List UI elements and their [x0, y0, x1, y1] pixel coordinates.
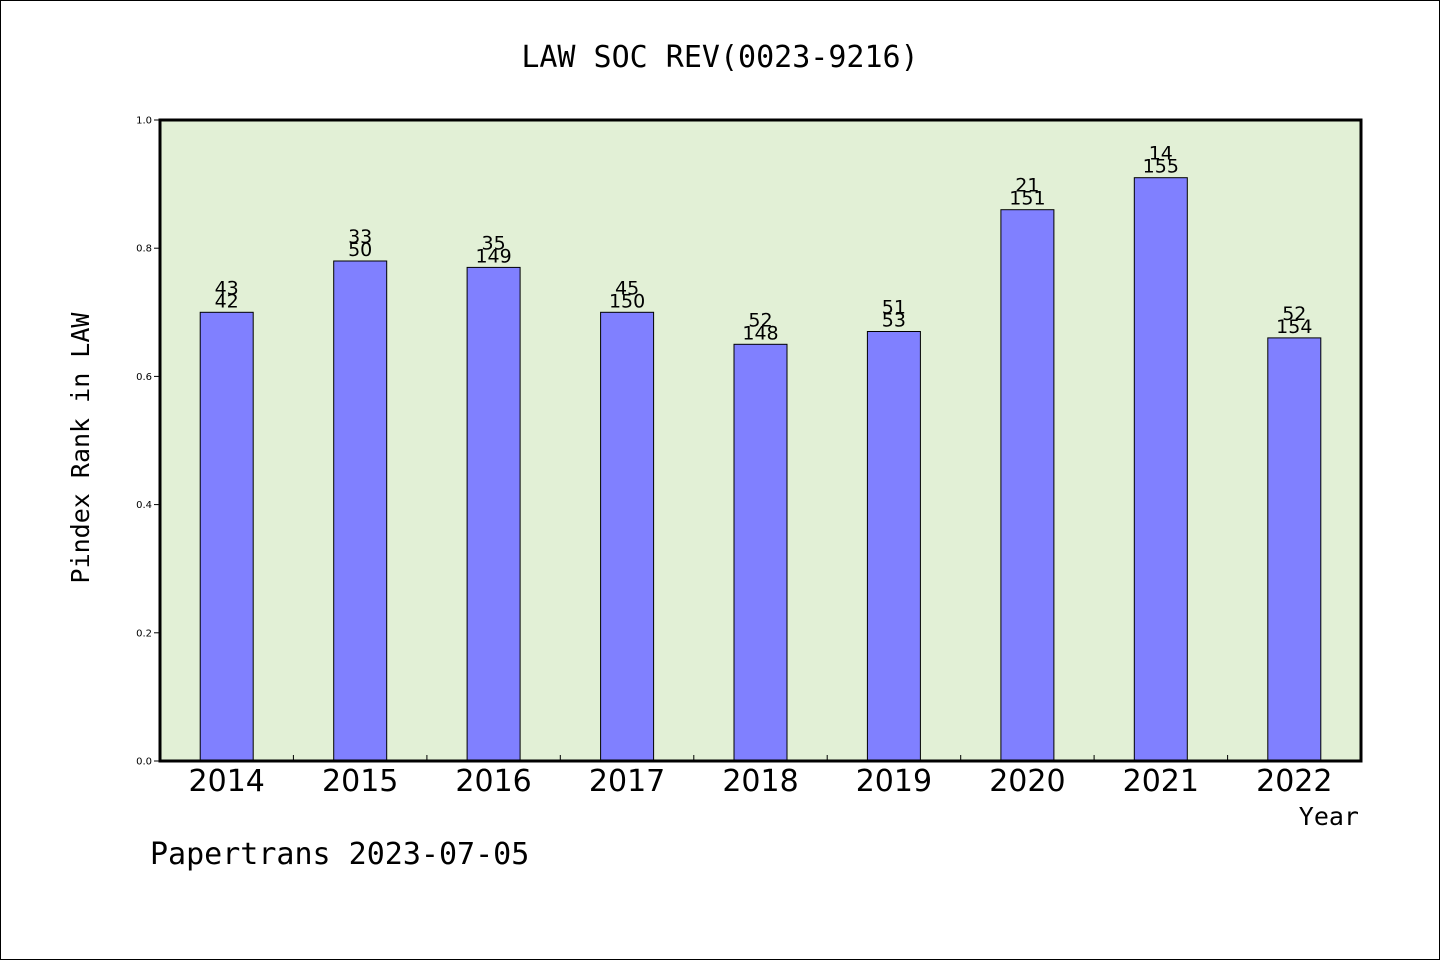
y-axis: 0.0 0.2 0.4 0.6 0.8 1.0	[136, 116, 160, 768]
x-tick-label-2014: 2014	[189, 764, 265, 799]
bar-label-top-2017: 45	[615, 277, 639, 299]
bar-label-bottom-2021: 155	[1143, 156, 1179, 178]
x-tick-label-2021: 2021	[1123, 764, 1199, 799]
x-tick-label-2016: 2016	[455, 764, 531, 799]
x-tick-label-2022: 2022	[1256, 764, 1332, 799]
y-tick-label-0.4: 0.4	[136, 500, 152, 511]
bar-label-bottom-2015: 50	[348, 239, 372, 261]
x-axis: 2014 2015 2016 2017 2018 2019 2020 2021 2022	[189, 755, 1332, 799]
x-tick-label-2019: 2019	[856, 764, 932, 799]
bar-label-bottom-2022: 154	[1276, 316, 1312, 338]
y-tick-label-0.6: 0.6	[136, 372, 152, 383]
y-tick-label-0.0: 0.0	[136, 757, 152, 768]
bar-2016	[466, 266, 521, 762]
y-tick-label-0.8: 0.8	[136, 244, 152, 255]
bar-label-top-2022: 52	[1282, 303, 1306, 325]
bar-2018	[733, 343, 788, 762]
bar-label-bottom-2014: 42	[215, 290, 239, 312]
y-tick-label-1.0: 1.0	[136, 116, 152, 127]
bar-label-top-2019: 51	[882, 297, 906, 319]
bar-2021	[1133, 177, 1188, 762]
bar-label-top-2020: 21	[1015, 175, 1039, 197]
bar-label-top-2016: 35	[482, 232, 506, 254]
x-tick-label-2017: 2017	[589, 764, 665, 799]
bars-group	[199, 177, 1322, 762]
x-tick-label-2015: 2015	[322, 764, 398, 799]
bar-label-bottom-2016: 149	[475, 245, 511, 267]
bar-2020	[1000, 209, 1055, 762]
bar-label-bottom-2018: 148	[742, 322, 778, 344]
bar-2015	[333, 260, 388, 762]
x-tick-label-2018: 2018	[722, 764, 798, 799]
bar-2019	[866, 331, 921, 762]
y-axis-label: Pindex Rank in LAW	[66, 312, 95, 584]
bar-label-top-2014: 43	[215, 277, 239, 299]
bar-2014	[199, 311, 254, 762]
bar-label-bottom-2020: 151	[1009, 188, 1045, 210]
chart-title: LAW SOC REV(0023-9216)	[521, 40, 918, 75]
bar-label-bottom-2019: 53	[882, 310, 906, 332]
x-axis-label: Year	[1299, 802, 1359, 831]
bar-label-top-2015: 33	[348, 226, 372, 248]
y-tick-label-0.2: 0.2	[136, 628, 152, 639]
bar-2022	[1267, 337, 1322, 762]
bar-label-top-2018: 52	[748, 309, 772, 331]
x-tick-label-2020: 2020	[989, 764, 1065, 799]
bar-2017	[600, 311, 655, 762]
plot-border	[158, 118, 1363, 763]
footer-credit: Papertrans 2023-07-05	[150, 837, 529, 872]
bar-label-top-2021: 14	[1149, 143, 1173, 165]
bar-label-bottom-2017: 150	[609, 290, 645, 312]
